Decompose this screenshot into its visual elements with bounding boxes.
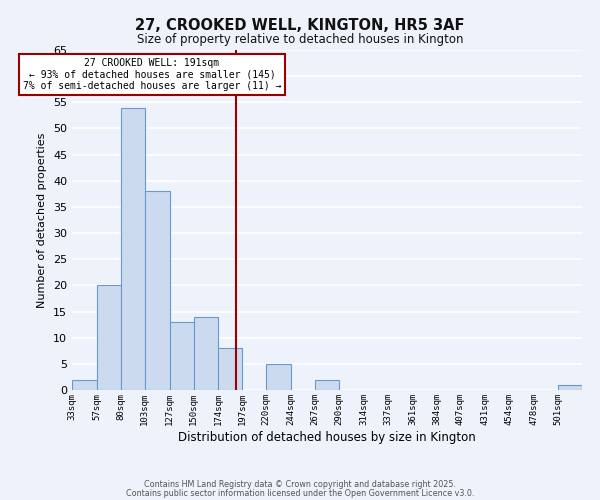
Text: Size of property relative to detached houses in Kington: Size of property relative to detached ho… bbox=[137, 32, 463, 46]
Bar bbox=[218, 348, 242, 390]
Bar bbox=[315, 380, 339, 390]
Bar bbox=[72, 380, 97, 390]
Bar bbox=[170, 322, 194, 390]
X-axis label: Distribution of detached houses by size in Kington: Distribution of detached houses by size … bbox=[178, 430, 476, 444]
Text: Contains HM Land Registry data © Crown copyright and database right 2025.: Contains HM Land Registry data © Crown c… bbox=[144, 480, 456, 489]
Bar bbox=[266, 364, 291, 390]
Bar bbox=[121, 108, 145, 390]
Text: Contains public sector information licensed under the Open Government Licence v3: Contains public sector information licen… bbox=[126, 488, 474, 498]
Bar bbox=[558, 385, 582, 390]
Text: 27, CROOKED WELL, KINGTON, HR5 3AF: 27, CROOKED WELL, KINGTON, HR5 3AF bbox=[135, 18, 465, 32]
Bar bbox=[194, 317, 218, 390]
Bar bbox=[97, 286, 121, 390]
Y-axis label: Number of detached properties: Number of detached properties bbox=[37, 132, 47, 308]
Bar bbox=[145, 191, 170, 390]
Text: 27 CROOKED WELL: 191sqm
← 93% of detached houses are smaller (145)
7% of semi-de: 27 CROOKED WELL: 191sqm ← 93% of detache… bbox=[23, 58, 281, 91]
